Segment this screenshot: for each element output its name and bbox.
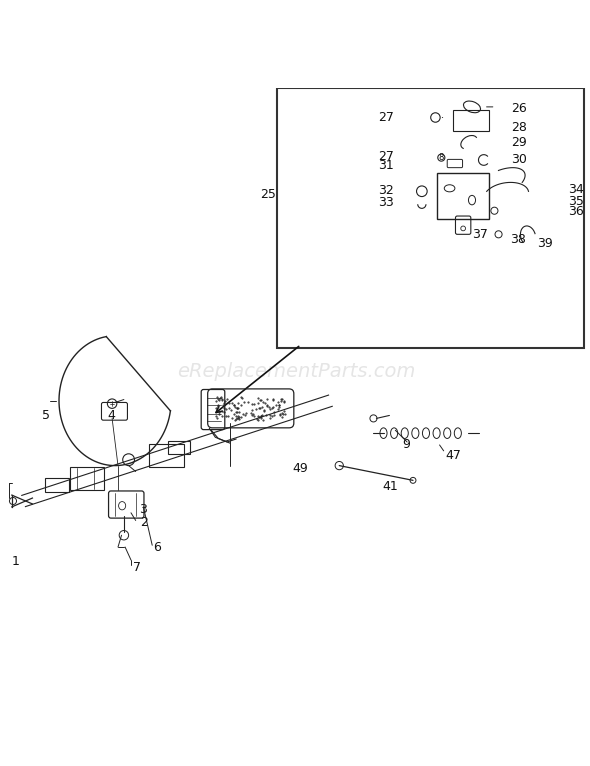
Text: 2: 2 <box>140 516 148 529</box>
Text: 1: 1 <box>12 555 19 568</box>
Text: 25: 25 <box>260 188 276 201</box>
Text: 8: 8 <box>438 153 444 162</box>
Text: 9: 9 <box>402 438 410 451</box>
Text: 33: 33 <box>378 196 394 209</box>
Text: 39: 39 <box>537 237 553 250</box>
Text: 38: 38 <box>510 233 526 246</box>
Text: 3: 3 <box>139 503 146 516</box>
Text: 29: 29 <box>512 136 527 149</box>
Text: 36: 36 <box>568 205 584 218</box>
Text: 6: 6 <box>153 541 161 554</box>
Text: 47: 47 <box>445 449 461 462</box>
Text: 5: 5 <box>42 409 51 422</box>
Text: 35: 35 <box>568 195 584 208</box>
Text: 7: 7 <box>133 561 141 574</box>
Text: 27: 27 <box>378 111 394 124</box>
Text: 30: 30 <box>512 153 527 166</box>
Text: 27: 27 <box>378 150 394 163</box>
Text: 31: 31 <box>378 159 394 172</box>
Bar <box>277 88 584 348</box>
Text: 34: 34 <box>568 183 584 196</box>
Text: 41: 41 <box>382 480 398 493</box>
Text: 26: 26 <box>512 102 527 115</box>
Text: 37: 37 <box>472 228 488 241</box>
Text: eReplacementParts.com: eReplacementParts.com <box>177 362 415 381</box>
Text: 28: 28 <box>512 121 527 134</box>
Text: 32: 32 <box>378 184 394 197</box>
Text: 49: 49 <box>292 462 308 475</box>
Text: 4: 4 <box>107 409 115 422</box>
